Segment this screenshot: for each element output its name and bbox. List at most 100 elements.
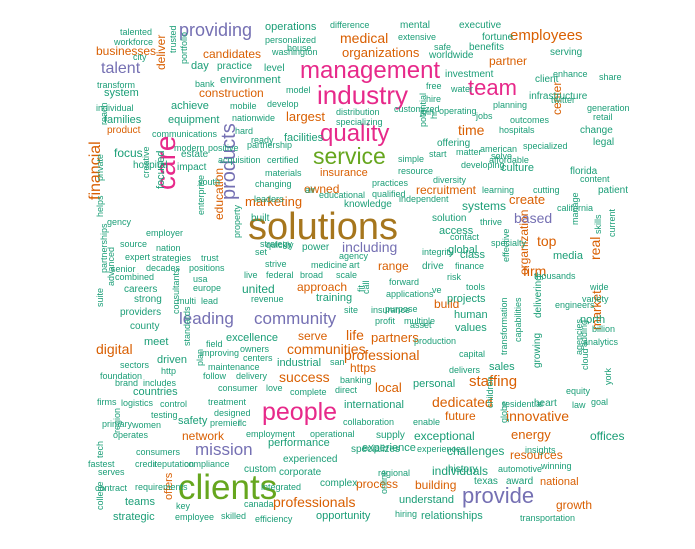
word-residential: residential xyxy=(502,399,544,409)
word-based: based xyxy=(514,210,553,226)
word-engineers: engineers xyxy=(555,300,595,310)
word-partners: partners xyxy=(371,330,419,345)
word-impact: impact xyxy=(177,162,207,173)
word-consumers: consumers xyxy=(136,447,181,457)
word-mission: mission xyxy=(195,440,253,459)
word-drive: drive xyxy=(422,261,444,272)
word-individuals: individuals xyxy=(432,464,489,478)
word-human: human xyxy=(454,309,488,321)
word-global: global xyxy=(448,244,478,256)
word-variety: variety xyxy=(582,294,609,304)
word-cutting: cutting xyxy=(533,185,560,195)
word-field: field xyxy=(206,339,223,349)
word-building: building xyxy=(415,478,457,492)
word-bank: bank xyxy=(195,79,215,89)
word-strive: strive xyxy=(265,259,287,269)
word-learning: learning xyxy=(482,185,515,195)
word-complex: complex xyxy=(320,478,358,489)
word-award: award xyxy=(506,476,534,487)
word-hr: hr xyxy=(429,110,439,119)
word-contract: contract xyxy=(95,483,128,493)
word-understand: understand xyxy=(399,494,455,506)
word-infrastructure: infrastructure xyxy=(529,91,588,102)
word-families: families xyxy=(104,114,142,126)
word-decades: decades xyxy=(146,263,181,273)
word-sectors: sectors xyxy=(120,360,150,370)
word-llc: llc xyxy=(238,418,247,428)
word-senior: senior xyxy=(111,264,136,274)
word-enhance: enhance xyxy=(553,69,588,79)
word-site: site xyxy=(344,305,359,315)
word-hiring: hiring xyxy=(395,509,418,519)
word-united: united xyxy=(242,282,275,296)
word-hospital: hospital xyxy=(133,160,168,171)
word-educational: educational xyxy=(319,190,366,200)
word-practices: practices xyxy=(372,178,409,188)
word-deliver: deliver xyxy=(154,34,168,70)
word-employer: employer xyxy=(146,228,184,238)
word-built: built xyxy=(251,213,270,224)
word-owned: owned xyxy=(304,182,340,196)
word-access: access xyxy=(439,225,474,237)
word-nationwide: nationwide xyxy=(232,113,276,123)
word-largest: largest xyxy=(286,109,326,124)
word-training: training xyxy=(316,292,353,304)
word-equipment: equipment xyxy=(168,114,220,126)
word-excellence: excellence xyxy=(226,332,278,344)
word-direct: direct xyxy=(335,385,358,395)
word-time: time xyxy=(458,122,485,138)
word-north: north xyxy=(580,314,606,326)
word-solve: solve xyxy=(491,151,513,161)
word-banking: banking xyxy=(340,375,372,385)
word-wide: wide xyxy=(590,282,609,292)
word-goal: goal xyxy=(591,397,609,407)
word-digital: digital xyxy=(96,341,133,357)
word-innovative: innovative xyxy=(506,408,570,424)
word-consultants: consultants xyxy=(171,268,181,314)
word-build: build xyxy=(434,297,460,311)
word-share: share xyxy=(599,72,622,82)
word-leading: leading xyxy=(179,309,234,328)
word-system: system xyxy=(104,87,139,99)
word-advanced: advanced xyxy=(106,246,116,286)
word-future: future xyxy=(445,409,476,423)
word-relationships: relationships xyxy=(421,510,483,522)
word-safety: safety xyxy=(178,415,208,427)
word-employee: employee xyxy=(175,512,215,522)
word-operating: operating xyxy=(439,106,477,116)
word-distribution: distribution xyxy=(336,107,380,117)
word-personal: personal xyxy=(413,378,456,390)
word-approach: approach xyxy=(297,280,348,294)
word-operates: operates xyxy=(113,430,149,440)
word-hospitals: hospitals xyxy=(499,125,535,135)
word-foundation: foundation xyxy=(100,371,143,381)
word-tech: tech xyxy=(95,440,105,458)
word-systems: systems xyxy=(462,199,507,213)
word-serves: serves xyxy=(98,467,125,477)
word-patient: patient xyxy=(598,185,629,196)
word-local: local xyxy=(375,380,402,395)
word-trust: trust xyxy=(201,253,219,263)
word-exceptional: exceptional xyxy=(414,429,475,443)
word-modern: modern xyxy=(174,143,205,153)
word-leaders: leaders xyxy=(254,194,284,204)
word-florida: florida xyxy=(570,166,598,177)
word-countries: countries xyxy=(133,386,178,398)
word-agency: agency xyxy=(339,251,369,261)
word-production: production xyxy=(414,336,457,346)
word-globe: globe xyxy=(499,400,509,423)
word-medicine: medicine xyxy=(311,260,348,270)
word-integrity: integrity xyxy=(422,247,454,257)
word-college: college xyxy=(95,481,105,510)
word-analytics: analytics xyxy=(583,337,619,347)
word-sales: sales xyxy=(489,361,515,373)
word-estate: estate xyxy=(181,149,209,160)
word-growth: growth xyxy=(556,498,593,512)
word-transportation: transportation xyxy=(520,513,576,523)
word-workforce: workforce xyxy=(114,37,154,47)
word-plan: plan xyxy=(195,348,205,366)
word-transform: transform xyxy=(97,80,136,90)
word-serving: serving xyxy=(550,47,583,58)
word-executive: executive xyxy=(459,20,502,31)
